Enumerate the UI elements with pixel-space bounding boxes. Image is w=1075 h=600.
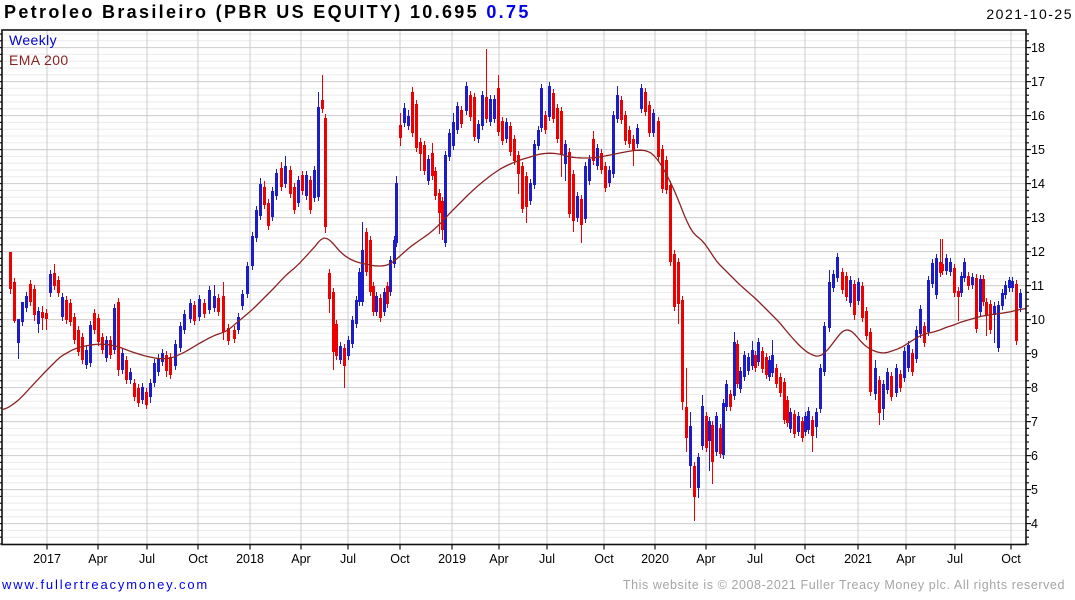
svg-text:11: 11: [1031, 279, 1044, 293]
svg-text:18: 18: [1031, 41, 1045, 55]
svg-text:2017: 2017: [33, 552, 61, 566]
svg-text:9: 9: [1031, 347, 1038, 361]
svg-text:Apr: Apr: [896, 552, 915, 566]
svg-text:Oct: Oct: [594, 552, 614, 566]
svg-text:Apr: Apr: [291, 552, 310, 566]
svg-text:Oct: Oct: [1001, 552, 1021, 566]
svg-text:Apr: Apr: [696, 552, 715, 566]
svg-text:Jul: Jul: [947, 552, 963, 566]
svg-text:Jul: Jul: [539, 552, 555, 566]
svg-text:12: 12: [1031, 245, 1045, 259]
svg-text:Weekly: Weekly: [9, 32, 57, 48]
svg-text:EMA 200: EMA 200: [9, 52, 69, 68]
svg-text:14: 14: [1031, 177, 1045, 191]
svg-text:5: 5: [1031, 483, 1038, 497]
svg-text:Oct: Oct: [390, 552, 410, 566]
svg-text:7: 7: [1031, 415, 1038, 429]
svg-text:2019: 2019: [438, 552, 466, 566]
svg-text:Oct: Oct: [795, 552, 815, 566]
svg-text:2018: 2018: [236, 552, 264, 566]
svg-text:15: 15: [1031, 143, 1045, 157]
svg-text:4: 4: [1031, 517, 1038, 531]
svg-text:Jul: Jul: [340, 552, 356, 566]
svg-text:8: 8: [1031, 381, 1038, 395]
svg-text:10: 10: [1031, 313, 1045, 327]
svg-text:Apr: Apr: [88, 552, 107, 566]
svg-text:Apr: Apr: [489, 552, 508, 566]
svg-text:Jul: Jul: [139, 552, 155, 566]
svg-text:17: 17: [1031, 75, 1045, 89]
svg-text:2020: 2020: [641, 552, 669, 566]
svg-text:2021: 2021: [844, 552, 872, 566]
svg-text:16: 16: [1031, 109, 1045, 123]
svg-text:13: 13: [1031, 211, 1045, 225]
svg-text:Oct: Oct: [188, 552, 208, 566]
svg-text:6: 6: [1031, 449, 1038, 463]
svg-text:Jul: Jul: [747, 552, 763, 566]
